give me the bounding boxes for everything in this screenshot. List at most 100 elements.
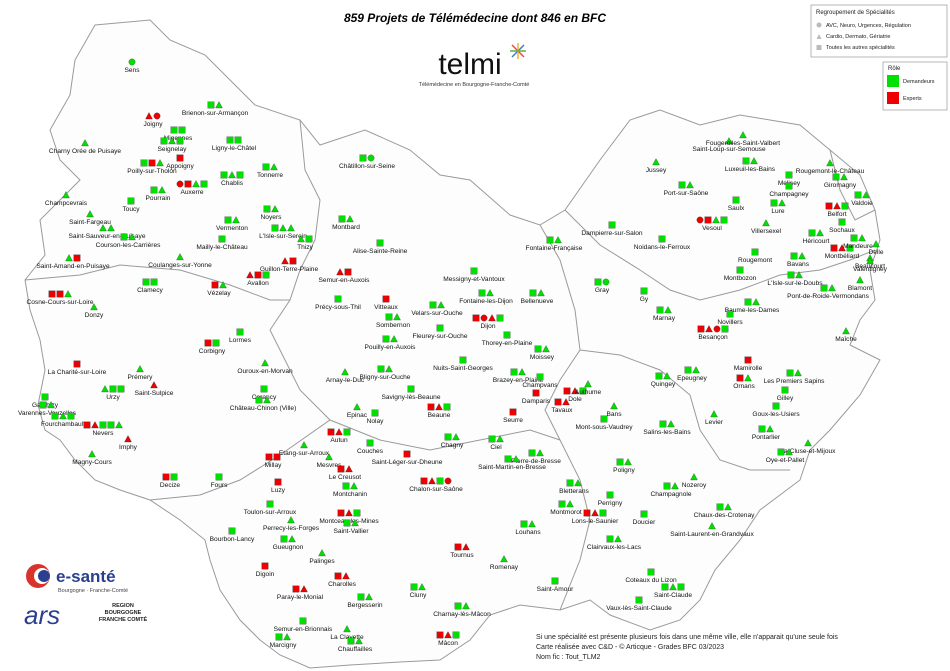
project-marker	[785, 182, 793, 190]
project-marker	[566, 500, 574, 508]
project-marker	[696, 216, 704, 224]
project-marker	[263, 205, 271, 213]
project-marker	[842, 327, 850, 335]
project-marker	[150, 381, 158, 389]
town-label: Belfort	[827, 211, 846, 218]
project-marker	[281, 257, 289, 265]
project-marker	[215, 101, 223, 109]
project-marker	[704, 216, 712, 224]
town-label: Digoin	[256, 571, 275, 578]
town-label: Maîche	[835, 336, 857, 343]
town-label: Authume	[575, 389, 602, 396]
esante-sub: Bourgogne · Franche-Comté	[58, 588, 128, 594]
project-marker	[663, 372, 671, 380]
project-marker	[752, 298, 760, 306]
project-marker	[385, 313, 393, 321]
town-label: Saint-Laurent-en-Grandvaux	[670, 531, 754, 538]
project-marker	[200, 180, 208, 188]
town-label: Arnay-le-Duc	[326, 377, 365, 384]
project-marker	[353, 403, 361, 411]
town-label: Dole	[568, 396, 582, 403]
project-marker	[584, 380, 592, 388]
project-marker	[73, 254, 81, 262]
project-marker	[838, 218, 846, 226]
project-marker	[846, 244, 854, 252]
project-marker	[270, 163, 278, 171]
project-marker	[246, 271, 254, 279]
project-marker	[562, 398, 570, 406]
project-marker	[287, 224, 295, 232]
project-marker	[120, 233, 128, 241]
project-marker	[435, 403, 443, 411]
town-label: Chaux-des-Crotenay	[694, 512, 756, 519]
project-marker	[503, 331, 511, 339]
town-label: Toulon-sur-Arroux	[244, 509, 297, 516]
town-label: Velars-sur-Ouche	[411, 310, 463, 317]
project-marker	[536, 449, 544, 457]
project-marker	[376, 239, 384, 247]
town-label: Noyers	[261, 214, 283, 221]
town-label: Charnay-lès-Mâcon	[433, 611, 491, 618]
project-marker	[546, 236, 554, 244]
town-label: Couches	[357, 448, 384, 455]
project-marker	[772, 402, 780, 410]
town-label: Bellenueve	[521, 298, 554, 305]
legend-item: Experts	[903, 96, 922, 102]
project-marker	[56, 290, 64, 298]
esante-text: e-santé	[56, 567, 116, 586]
town-label: Mont-sous-Vaudrey	[575, 424, 633, 431]
project-marker	[798, 252, 806, 260]
town-label: Lormes	[229, 337, 252, 344]
project-marker	[825, 202, 833, 210]
project-marker	[107, 421, 115, 429]
project-marker	[318, 549, 326, 557]
region-borders	[24, 19, 881, 669]
town-label: Coteaux du Lizon	[625, 577, 677, 584]
town-label: Pontarlier	[752, 434, 781, 441]
legend-title: Rôle	[888, 66, 901, 72]
town-label: Chablis	[221, 180, 244, 187]
town-label: Gilley	[777, 395, 794, 402]
project-marker	[452, 631, 460, 639]
project-marker	[336, 268, 344, 276]
project-marker	[88, 450, 96, 458]
project-marker	[444, 631, 452, 639]
project-marker	[496, 314, 504, 322]
town-label: Fourchambault	[41, 421, 85, 428]
project-marker	[726, 310, 734, 318]
town-label: Urzy	[106, 394, 120, 401]
town-label: Lons-le-Saunier	[572, 518, 619, 525]
project-marker	[283, 633, 291, 641]
project-marker	[554, 236, 562, 244]
town-label: Châtillon-sur-Seine	[339, 163, 395, 170]
town-label: Montbozon	[724, 275, 757, 282]
project-marker	[325, 453, 333, 461]
town-label: Vitteaux	[374, 304, 398, 311]
legend-title: Regroupement de Spécialités	[816, 10, 895, 16]
project-marker	[690, 473, 698, 481]
town-label: Chauffailles	[338, 646, 373, 653]
project-marker	[289, 257, 297, 265]
project-marker	[353, 509, 361, 517]
project-marker	[254, 271, 262, 279]
project-marker	[345, 509, 353, 517]
town-label: Pouilly-en-Auxois	[365, 344, 417, 351]
project-marker	[664, 306, 672, 314]
town-label: Pont-de-Roide-Vermondans	[787, 293, 869, 300]
town-label: Toucy	[122, 206, 140, 213]
project-marker	[472, 314, 480, 322]
town-label: Brazey-en-Plaine	[493, 377, 544, 384]
project-marker	[512, 455, 520, 463]
project-marker	[128, 233, 136, 241]
project-marker	[280, 535, 288, 543]
project-marker	[382, 335, 390, 343]
town-label: Varennes-Vauzelles	[18, 410, 77, 417]
project-marker	[266, 500, 274, 508]
project-marker	[721, 325, 729, 333]
town-label: Louhans	[515, 529, 541, 536]
town-label: Ornans	[733, 383, 755, 390]
project-marker	[117, 385, 125, 393]
project-marker	[176, 154, 184, 162]
project-marker	[124, 435, 132, 443]
project-marker	[520, 520, 528, 528]
